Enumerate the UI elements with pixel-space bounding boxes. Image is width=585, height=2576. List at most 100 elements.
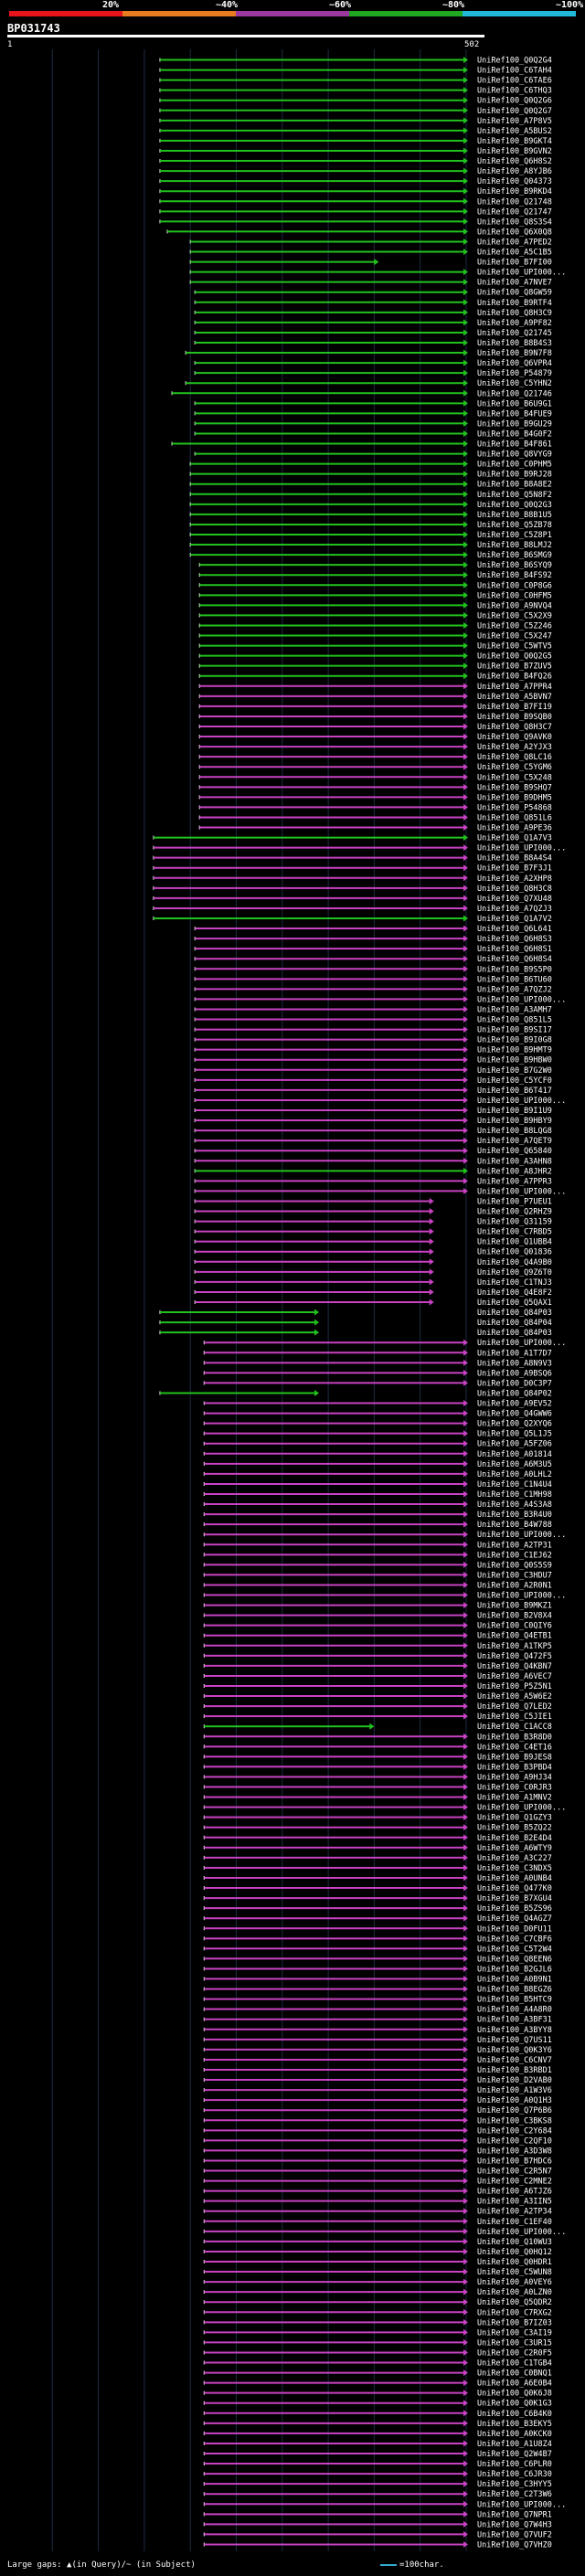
hit-label[interactable]: UniRef100_A7NVE7 — [477, 279, 552, 288]
alignment-hit[interactable]: UniRef100_Q0K3Y6 — [203, 2046, 552, 2055]
hit-label[interactable]: UniRef100_Q6H8S3 — [477, 935, 552, 944]
hit-label[interactable]: UniRef100_Q5L1J5 — [477, 1430, 552, 1439]
hit-label[interactable]: UniRef100_C5Z8P1 — [477, 531, 552, 540]
alignment-hit[interactable]: UniRef100_B7HDC6 — [203, 2157, 552, 2166]
hit-label[interactable]: UniRef100_A3BYY8 — [477, 2026, 552, 2035]
alignment-hit[interactable]: UniRef100_A0KCK0 — [203, 2430, 552, 2439]
hit-label[interactable]: UniRef100_Q31159 — [477, 1218, 552, 1227]
alignment-hit[interactable]: UniRef100_Q5L1J5 — [203, 1430, 552, 1439]
hit-label[interactable]: UniRef100_A0B9N1 — [477, 1976, 552, 1985]
hit-label[interactable]: UniRef100_A6TJZ6 — [477, 2188, 552, 2197]
alignment-hit[interactable]: UniRef100_Q9Z6T0 — [194, 1268, 552, 1277]
alignment-hit[interactable]: UniRef100_Q472F5 — [203, 1652, 552, 1661]
alignment-hit[interactable]: UniRef100_B7XGU4 — [203, 1894, 552, 1903]
hit-label[interactable]: UniRef100_Q8VYG9 — [477, 451, 552, 460]
alignment-hit[interactable]: UniRef100_Q0Q2G6 — [159, 97, 552, 106]
alignment-hit[interactable]: UniRef100_A6TJZ6 — [203, 2188, 552, 2197]
hit-label[interactable]: UniRef100_C4ET16 — [477, 1743, 552, 1752]
hit-label[interactable]: UniRef100_Q7LED2 — [477, 1702, 552, 1712]
alignment-hit[interactable]: UniRef100_Q7NPR1 — [203, 2510, 552, 2519]
alignment-hit[interactable]: UniRef100_C1N4U4 — [203, 1480, 552, 1489]
alignment-hit[interactable]: UniRef100_P7UEU1 — [194, 1197, 552, 1206]
hit-label[interactable]: UniRef100_C3BKS8 — [477, 2116, 552, 2125]
alignment-hit[interactable]: UniRef100_Q4A9B0 — [194, 1258, 552, 1267]
hit-label[interactable]: UniRef100_Q4E8F2 — [477, 1288, 552, 1298]
hit-label[interactable]: UniRef100_UPI000... — [477, 2228, 566, 2237]
hit-label[interactable]: UniRef100_C2MNE2 — [477, 2178, 552, 2187]
alignment-hit[interactable]: UniRef100_Q31159 — [194, 1218, 552, 1227]
alignment-hit[interactable]: UniRef100_A01814 — [203, 1450, 552, 1459]
hit-label[interactable]: UniRef100_B9RKD4 — [477, 187, 552, 196]
hit-label[interactable]: UniRef100_Q0Q2G4 — [477, 57, 552, 66]
alignment-hit[interactable]: UniRef100_B9I0G8 — [194, 1036, 552, 1045]
hit-label[interactable]: UniRef100_C6THQ3 — [477, 87, 552, 96]
hit-label[interactable]: UniRef100_Q8EEN6 — [477, 1955, 552, 1964]
hit-label[interactable]: UniRef100_B2GJL6 — [477, 1965, 552, 1974]
hit-label[interactable]: UniRef100_Q0S5S9 — [477, 1561, 552, 1570]
alignment-hit[interactable]: UniRef100_A9BSQ6 — [203, 1369, 552, 1378]
hit-label[interactable]: UniRef100_A9HJ34 — [477, 1773, 552, 1782]
alignment-hit[interactable]: UniRef100_C6PLR0 — [203, 2460, 552, 2469]
hit-label[interactable]: UniRef100_Q01836 — [477, 1248, 552, 1257]
hit-label[interactable]: UniRef100_Q21748 — [477, 197, 552, 207]
alignment-hit[interactable]: UniRef100_Q7XU48 — [153, 895, 552, 904]
hit-label[interactable]: UniRef100_Q9AVK0 — [477, 733, 552, 742]
hit-label[interactable]: UniRef100_B7IZ03 — [477, 2318, 552, 2327]
alignment-hit[interactable]: UniRef100_Q7VHZ0 — [203, 2540, 552, 2549]
alignment-hit[interactable]: UniRef100_C5YCF0 — [194, 1076, 552, 1086]
hit-label[interactable]: UniRef100_Q851L5 — [477, 1016, 552, 1025]
alignment-hit[interactable]: UniRef100_B5ZS96 — [203, 1904, 552, 1913]
hit-label[interactable]: UniRef100_B7F3J1 — [477, 864, 552, 874]
hit-label[interactable]: UniRef100_Q851L6 — [477, 813, 552, 822]
alignment-hit[interactable]: UniRef100_A2XHP8 — [153, 875, 552, 884]
alignment-hit[interactable]: UniRef100_A6M3U5 — [203, 1460, 552, 1469]
alignment-hit[interactable]: UniRef100_B7FI00 — [189, 259, 552, 268]
hit-label[interactable]: UniRef100_C1ACC8 — [477, 1723, 552, 1732]
hit-label[interactable]: UniRef100_A6WTY9 — [477, 1844, 552, 1853]
alignment-hit[interactable]: UniRef100_Q2RHZ9 — [194, 1208, 552, 1217]
hit-label[interactable]: UniRef100_Q5ZB78 — [477, 521, 552, 530]
hit-label[interactable]: UniRef100_A3C227 — [477, 1854, 552, 1863]
alignment-hit[interactable]: UniRef100_C3HDU7 — [203, 1571, 552, 1580]
hit-label[interactable]: UniRef100_A7QET9 — [477, 1137, 552, 1146]
alignment-hit[interactable]: UniRef100_C6THQ3 — [159, 87, 552, 96]
alignment-hit[interactable]: UniRef100_Q10WU3 — [203, 2238, 552, 2247]
hit-label[interactable]: UniRef100_B9DHM5 — [477, 793, 552, 802]
hit-label[interactable]: UniRef100_Q84P02 — [477, 1389, 552, 1398]
hit-label[interactable]: UniRef100_A5BVN7 — [477, 693, 552, 702]
alignment-hit[interactable]: UniRef100_A3C227 — [203, 1854, 552, 1863]
alignment-hit[interactable]: UniRef100_C3HYY5 — [203, 2480, 552, 2489]
hit-label[interactable]: UniRef100_Q7XU48 — [477, 895, 552, 904]
alignment-hit[interactable]: UniRef100_B9MKZ1 — [203, 1602, 552, 1611]
hit-label[interactable]: UniRef100_A3D3W8 — [477, 2147, 552, 2156]
hit-label[interactable]: UniRef100_A2YJX3 — [477, 743, 552, 752]
alignment-hit[interactable]: UniRef100_C1TNJ3 — [194, 1278, 552, 1288]
hit-label[interactable]: UniRef100_A4S3A8 — [477, 1500, 552, 1510]
hit-label[interactable]: UniRef100_A1W3V6 — [477, 2086, 552, 2095]
alignment-hit[interactable]: UniRef100_C0BNQ1 — [203, 2369, 552, 2379]
alignment-hit[interactable]: UniRef100_B4G0F2 — [194, 429, 552, 439]
hit-label[interactable]: UniRef100_A2TP31 — [477, 1541, 552, 1550]
alignment-hit[interactable]: UniRef100_A7QET9 — [194, 1137, 552, 1146]
alignment-hit[interactable]: UniRef100_Q5QAX1 — [194, 1299, 552, 1308]
alignment-hit[interactable]: UniRef100_B8EGZ6 — [203, 1986, 552, 1995]
alignment-hit[interactable]: UniRef100_C2T3W6 — [203, 2490, 552, 2499]
alignment-hit[interactable]: UniRef100_B8B4S3 — [194, 339, 552, 348]
hit-label[interactable]: UniRef100_B9GVN2 — [477, 147, 552, 156]
hit-label[interactable]: UniRef100_Q5QDR2 — [477, 2298, 552, 2307]
alignment-hit[interactable]: UniRef100_UPI000... — [203, 1339, 566, 1348]
alignment-hit[interactable]: UniRef100_A0B9N1 — [203, 1976, 552, 1985]
alignment-hit[interactable]: UniRef100_B4FS92 — [198, 571, 552, 580]
hit-label[interactable]: UniRef100_A0VEY6 — [477, 2278, 552, 2287]
hit-label[interactable]: UniRef100_Q7P6B6 — [477, 2106, 552, 2115]
hit-label[interactable]: UniRef100_C5X247 — [477, 632, 552, 641]
alignment-hit[interactable]: UniRef100_B8LMJ2 — [189, 541, 552, 550]
alignment-hit[interactable]: UniRef100_A3BF31 — [203, 2016, 552, 2025]
hit-label[interactable]: UniRef100_A5W6E2 — [477, 1692, 552, 1701]
alignment-hit[interactable]: UniRef100_Q6X0Q8 — [166, 228, 552, 237]
alignment-hit[interactable]: UniRef100_B4FQ26 — [198, 673, 552, 682]
hit-label[interactable]: UniRef100_Q4A9B0 — [477, 1258, 552, 1267]
alignment-hit[interactable]: UniRef100_B8B1U5 — [189, 511, 552, 520]
alignment-hit[interactable]: UniRef100_A3AHN8 — [194, 1157, 552, 1166]
hit-label[interactable]: UniRef100_Q477K0 — [477, 1884, 552, 1893]
